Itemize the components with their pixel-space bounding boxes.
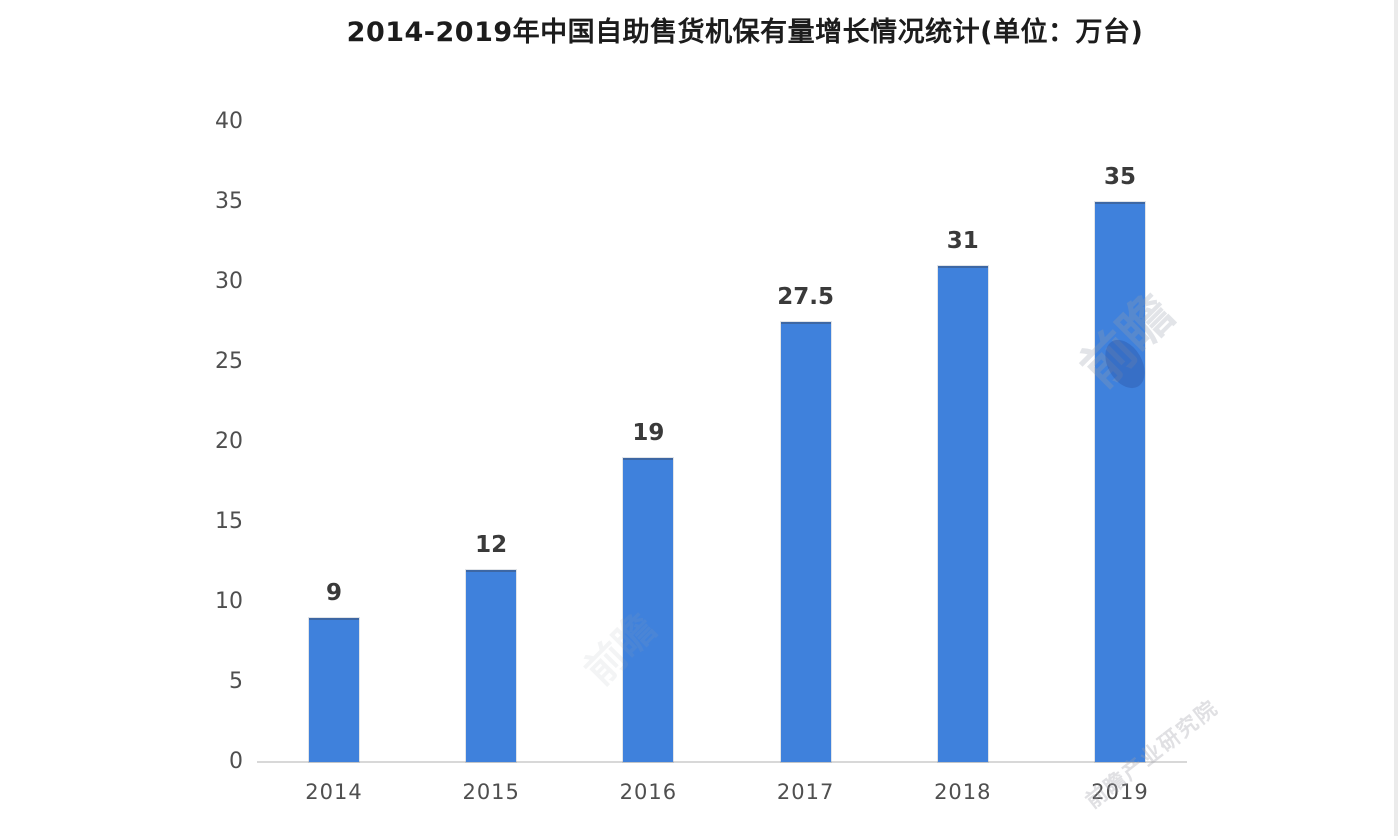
bar-2014 — [309, 618, 359, 762]
image-edge-strip — [1394, 0, 1398, 836]
y-tick-label-0: 0 — [229, 749, 243, 774]
y-tick-label-30: 30 — [215, 269, 243, 294]
y-tick-label-20: 20 — [215, 429, 243, 454]
x-axis-line — [257, 761, 1187, 763]
chart-title: 2014-2019年中国自助售货机保有量增长情况统计(单位：万台) — [346, 17, 1144, 48]
y-tick-label-40: 40 — [215, 109, 243, 134]
y-tick-label-15: 15 — [215, 509, 243, 534]
y-tick-label-35: 35 — [215, 189, 243, 214]
bar-value-label-2019: 35 — [1103, 164, 1136, 190]
bar-2016 — [623, 458, 674, 762]
y-tick-label-10: 10 — [215, 589, 243, 614]
bar-value-label-2018: 31 — [946, 228, 979, 254]
x-tick-label-2015: 2015 — [462, 780, 520, 804]
bar-2017 — [780, 322, 831, 762]
bar-value-label-2015: 12 — [475, 532, 508, 558]
bar-2019 — [1095, 202, 1145, 762]
y-tick-label-25: 25 — [215, 349, 243, 374]
x-tick-label-2018: 2018 — [934, 780, 992, 804]
x-tick-label-2019: 2019 — [1091, 780, 1149, 804]
bar-2018 — [937, 266, 988, 762]
x-tick-label-2016: 2016 — [619, 780, 678, 804]
y-tick-label-5: 5 — [229, 669, 243, 694]
bar-value-label-2017: 27.5 — [777, 284, 834, 310]
bar-value-label-2014: 9 — [325, 580, 342, 606]
x-tick-label-2014: 2014 — [305, 780, 363, 804]
bar-value-label-2016: 19 — [632, 420, 665, 446]
x-tick-label-2017: 2017 — [776, 780, 835, 804]
bar-2015 — [466, 570, 517, 762]
